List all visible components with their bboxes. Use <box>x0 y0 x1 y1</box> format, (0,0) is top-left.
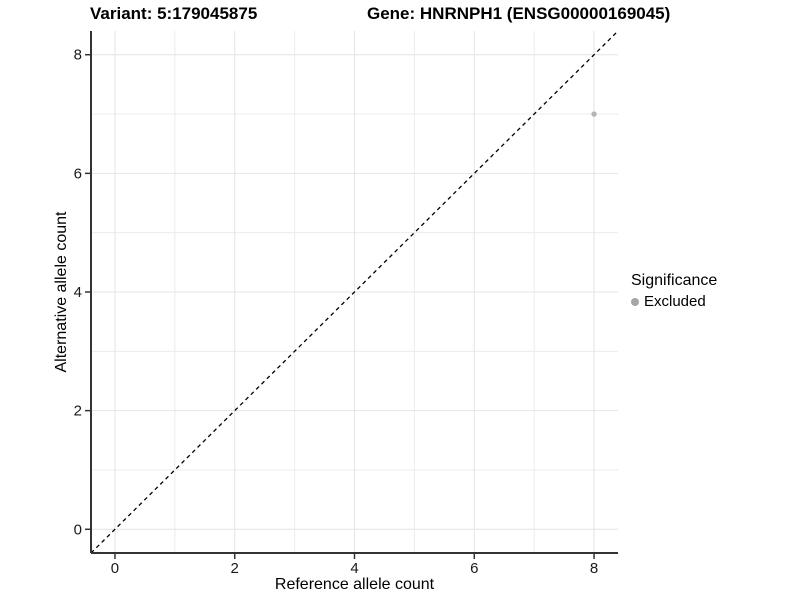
identity-line <box>90 30 619 554</box>
gene-title: Gene: HNRNPH1 (ENSG00000169045) <box>367 4 671 23</box>
x-axis-title: Reference allele count <box>274 576 435 593</box>
y-tick-label: 6 <box>74 165 82 182</box>
legend-title: Significance <box>631 272 718 289</box>
x-tick-label: 6 <box>470 560 478 577</box>
x-tick-label: 8 <box>590 560 598 577</box>
variant-title: Variant: 5:179045875 <box>90 4 258 23</box>
legend-entry-label: Excluded <box>644 293 706 310</box>
y-tick-label: 2 <box>74 403 82 420</box>
y-tick-label: 0 <box>74 521 82 538</box>
x-tick-label: 4 <box>350 560 358 577</box>
y-tick-label: 4 <box>74 284 82 301</box>
x-tick-label: 0 <box>111 560 119 577</box>
legend-entry-excluded: Excluded <box>631 293 717 311</box>
x-tick-label: 2 <box>231 560 239 577</box>
data-point-excluded <box>591 111 597 117</box>
legend: Significance Excluded <box>631 271 717 311</box>
y-axis-title: Alternative allele count <box>53 211 70 373</box>
legend-key-dot-icon <box>631 298 639 306</box>
y-tick-label: 8 <box>74 47 82 64</box>
